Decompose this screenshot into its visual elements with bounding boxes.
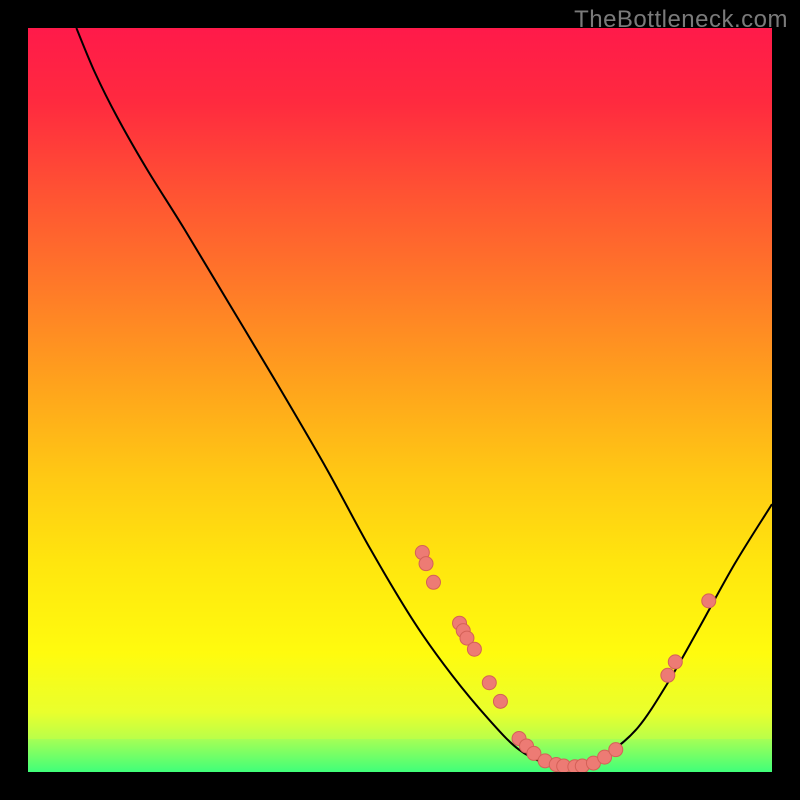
data-point: [426, 575, 440, 589]
data-point: [419, 557, 433, 571]
data-point: [609, 743, 623, 757]
chart-container: TheBottleneck.com: [0, 0, 800, 800]
data-point: [493, 694, 507, 708]
data-point: [467, 642, 481, 656]
data-point: [668, 655, 682, 669]
data-point: [661, 668, 675, 682]
data-point: [702, 594, 716, 608]
data-point: [482, 676, 496, 690]
data-points: [28, 28, 772, 772]
watermark-text: TheBottleneck.com: [574, 6, 788, 34]
